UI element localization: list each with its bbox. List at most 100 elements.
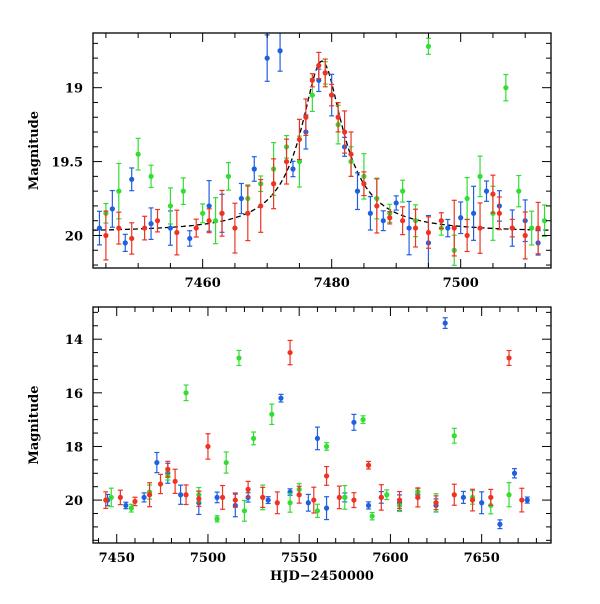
- data-point: [187, 235, 193, 242]
- data-point: [369, 513, 375, 519]
- data-point: [438, 218, 444, 224]
- data-point: [214, 494, 220, 501]
- data-point: [174, 229, 180, 236]
- data-point: [287, 349, 293, 356]
- data-point: [314, 508, 321, 514]
- x-tick-label: 7480: [314, 276, 350, 291]
- data-point: [442, 320, 448, 326]
- data-point: [167, 203, 174, 209]
- series-2: [108, 349, 512, 523]
- x-tick-label: 7450: [99, 551, 135, 566]
- data-point: [511, 470, 518, 476]
- data-point: [223, 459, 229, 466]
- data-point: [361, 181, 367, 187]
- data-point: [464, 195, 470, 202]
- data-point: [354, 188, 361, 194]
- data-point: [277, 48, 283, 54]
- data-point: [336, 494, 342, 501]
- model-curve: [93, 60, 551, 231]
- data-point: [541, 218, 548, 224]
- data-point: [290, 166, 296, 172]
- data-point: [341, 129, 348, 135]
- data-point: [348, 151, 354, 157]
- data-point: [206, 218, 212, 224]
- data-point: [245, 486, 251, 492]
- data-point: [477, 173, 483, 179]
- data-point: [177, 492, 184, 498]
- data-point: [524, 497, 530, 503]
- data-point: [509, 225, 515, 231]
- data-point: [400, 188, 406, 194]
- x-tick-label: 7650: [464, 551, 500, 566]
- data-point: [274, 500, 280, 506]
- y-tick-label: 18: [65, 440, 83, 455]
- data-point: [329, 92, 335, 98]
- data-point: [296, 136, 303, 143]
- data-point: [250, 435, 257, 442]
- data-point: [236, 355, 242, 361]
- data-point: [412, 225, 419, 231]
- data-point: [193, 225, 199, 231]
- data-point: [271, 181, 277, 187]
- data-point: [309, 92, 315, 98]
- data-point: [469, 497, 476, 503]
- data-point: [314, 435, 321, 442]
- data-point: [342, 494, 348, 501]
- x-axis-label: HJD−2450000: [270, 569, 374, 584]
- data-point: [232, 497, 238, 503]
- data-point: [183, 492, 189, 498]
- data-point: [497, 521, 503, 527]
- data-point: [425, 229, 432, 236]
- data-point: [396, 497, 403, 503]
- data-point: [400, 218, 406, 224]
- data-point: [529, 225, 535, 231]
- data-point: [122, 240, 128, 246]
- data-point: [117, 494, 123, 501]
- data-point: [241, 508, 248, 514]
- data-point: [206, 203, 212, 209]
- data-point: [258, 203, 264, 209]
- data-point: [141, 494, 147, 501]
- data-point: [506, 492, 512, 498]
- data-point: [287, 500, 293, 506]
- data-point: [311, 497, 317, 503]
- data-point: [406, 225, 412, 231]
- x-tick-label: 7550: [281, 551, 317, 566]
- data-point: [180, 188, 186, 194]
- data-point: [135, 151, 141, 157]
- data-point: [264, 55, 270, 61]
- bottom-panel: 7450 7500 7550 7600 7650 14 16 18 20 Magnitude HJD…: [27, 306, 552, 584]
- data-point: [365, 462, 372, 468]
- data-point: [238, 195, 244, 202]
- data-point: [496, 210, 502, 216]
- data-point: [225, 173, 232, 179]
- data-point: [488, 494, 494, 501]
- data-point: [219, 494, 226, 501]
- data-point: [219, 210, 225, 216]
- data-point: [490, 191, 496, 197]
- data-point: [142, 225, 148, 231]
- data-point: [503, 85, 509, 91]
- data-point: [146, 492, 153, 498]
- data-point: [380, 218, 386, 224]
- data-point: [167, 225, 174, 231]
- data-point: [323, 473, 330, 479]
- data-point: [278, 395, 284, 401]
- data-point: [232, 225, 238, 231]
- data-point: [309, 77, 315, 83]
- data-point: [116, 225, 122, 231]
- data-point: [148, 221, 154, 227]
- data-point: [367, 210, 373, 216]
- plot-frame: [92, 306, 552, 544]
- data-point: [360, 417, 366, 423]
- data-point: [200, 210, 206, 216]
- data-point: [433, 500, 439, 506]
- data-point: [516, 188, 522, 194]
- data-point: [393, 200, 399, 206]
- plot-area: [103, 317, 530, 530]
- data-point: [323, 505, 330, 511]
- data-point: [260, 494, 266, 501]
- data-point: [374, 203, 380, 209]
- data-point: [251, 166, 257, 172]
- data-point: [129, 235, 135, 242]
